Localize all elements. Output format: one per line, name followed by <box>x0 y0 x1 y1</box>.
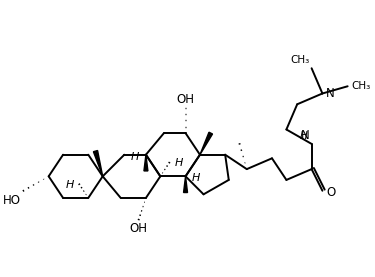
Text: H: H <box>66 180 74 190</box>
Text: H: H <box>175 158 183 168</box>
Text: OH: OH <box>177 93 195 106</box>
Text: H: H <box>300 131 307 141</box>
Text: H: H <box>192 173 200 183</box>
Text: HO: HO <box>3 194 21 207</box>
Text: N: N <box>301 129 309 142</box>
Text: H: H <box>131 152 140 161</box>
Text: O: O <box>326 186 335 199</box>
Polygon shape <box>144 155 148 171</box>
Polygon shape <box>183 176 188 193</box>
Text: CH₃: CH₃ <box>351 81 370 91</box>
Text: CH₃: CH₃ <box>291 55 310 65</box>
Polygon shape <box>200 132 213 155</box>
Polygon shape <box>93 150 103 176</box>
Text: OH: OH <box>130 222 148 235</box>
Text: N: N <box>326 87 335 100</box>
